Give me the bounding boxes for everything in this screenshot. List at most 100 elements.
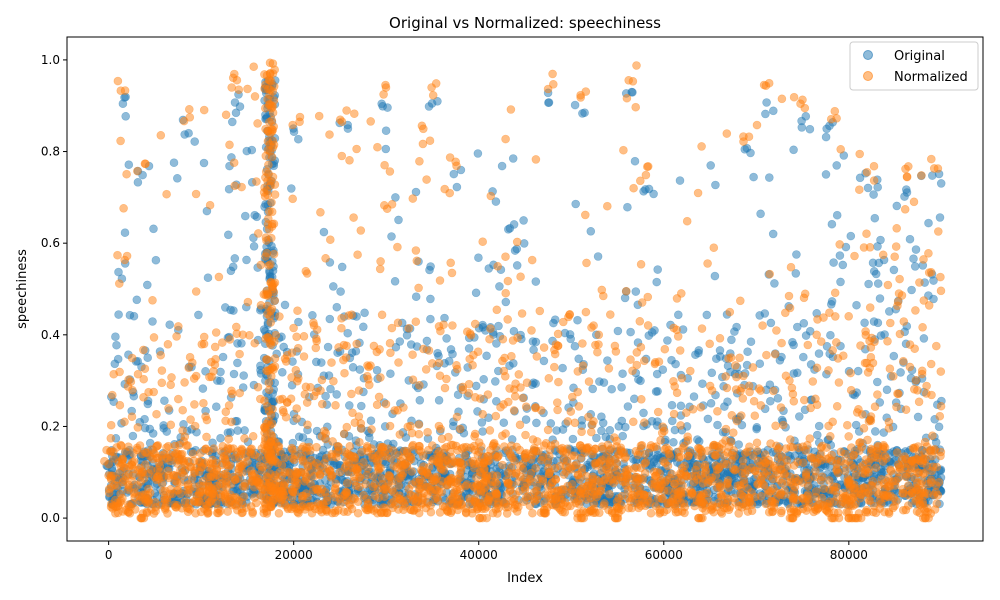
data-point: [230, 181, 239, 191]
data-point: [835, 251, 845, 260]
data-point: [180, 130, 189, 139]
data-point: [930, 505, 940, 514]
data-point: [707, 386, 717, 395]
data-point: [370, 479, 380, 489]
data-point: [693, 188, 703, 198]
data-point: [412, 256, 422, 266]
data-point: [856, 341, 865, 350]
data-point: [245, 330, 254, 340]
data-point: [824, 366, 833, 375]
data-point: [621, 286, 631, 296]
data-point: [419, 344, 428, 354]
data-point: [436, 424, 446, 434]
data-point: [106, 433, 116, 443]
data-point: [493, 261, 503, 271]
data-point: [907, 285, 916, 295]
data-point: [332, 390, 342, 399]
data-point: [832, 210, 842, 220]
data-point: [411, 292, 421, 302]
data-point: [873, 279, 883, 288]
data-point: [211, 328, 221, 337]
data-point: [846, 385, 856, 395]
data-point: [174, 322, 183, 331]
data-point: [725, 307, 735, 317]
data-point: [833, 354, 843, 363]
data-point: [254, 452, 264, 462]
data-point: [308, 310, 317, 320]
data-point: [785, 435, 795, 444]
data-point: [319, 227, 329, 237]
data-point: [190, 400, 199, 409]
data-point: [851, 420, 861, 430]
data-point: [448, 321, 457, 330]
data-point: [772, 326, 781, 335]
data-point: [623, 402, 633, 411]
data-point: [832, 161, 842, 170]
data-point: [653, 386, 662, 396]
data-point: [436, 326, 445, 336]
data-point: [673, 310, 683, 320]
data-point: [733, 481, 743, 491]
data-point: [928, 431, 937, 441]
data-point: [865, 243, 875, 252]
data-point: [644, 184, 654, 194]
data-point: [647, 416, 657, 426]
data-point: [605, 489, 614, 499]
data-point: [336, 499, 345, 509]
data-point: [643, 321, 653, 330]
data-point: [651, 442, 661, 451]
data-point: [376, 257, 385, 266]
data-point: [380, 160, 389, 170]
data-point: [727, 450, 737, 460]
data-point: [294, 317, 303, 327]
data-point: [871, 269, 881, 279]
data-point: [127, 353, 137, 363]
data-point: [835, 240, 845, 249]
data-point: [873, 390, 882, 399]
data-point: [812, 430, 822, 440]
data-point: [652, 369, 662, 379]
data-point: [715, 482, 725, 491]
data-point: [415, 395, 425, 405]
data-point: [339, 355, 348, 365]
data-point: [121, 112, 130, 121]
data-point: [249, 242, 259, 251]
data-point: [622, 93, 632, 103]
data-point: [883, 280, 893, 290]
data-point: [353, 250, 362, 259]
data-point: [237, 338, 246, 348]
data-point: [892, 448, 902, 457]
data-point: [565, 330, 575, 339]
data-point: [434, 395, 444, 405]
data-point: [293, 343, 303, 353]
data-point: [902, 188, 912, 197]
data-point: [841, 449, 850, 459]
data-point: [337, 323, 346, 333]
data-point: [667, 400, 677, 410]
data-point: [738, 394, 748, 403]
data-point: [816, 443, 826, 452]
data-point: [514, 370, 524, 379]
data-point: [253, 119, 262, 128]
data-point: [212, 402, 221, 412]
data-point: [713, 406, 722, 416]
data-point: [888, 371, 898, 381]
data-point: [652, 467, 662, 477]
data-point: [617, 491, 627, 501]
data-point: [552, 398, 562, 407]
data-point: [896, 368, 905, 377]
data-point: [336, 287, 345, 296]
data-point: [339, 429, 349, 439]
data-point: [422, 175, 431, 184]
plot-area: [66, 36, 984, 542]
data-point: [133, 423, 143, 432]
data-point: [241, 211, 250, 221]
data-point: [364, 380, 374, 390]
data-point: [936, 401, 946, 411]
data-point: [496, 402, 505, 412]
data-point: [531, 463, 540, 473]
data-point: [302, 398, 312, 407]
data-point: [919, 255, 928, 264]
data-point: [373, 142, 382, 152]
